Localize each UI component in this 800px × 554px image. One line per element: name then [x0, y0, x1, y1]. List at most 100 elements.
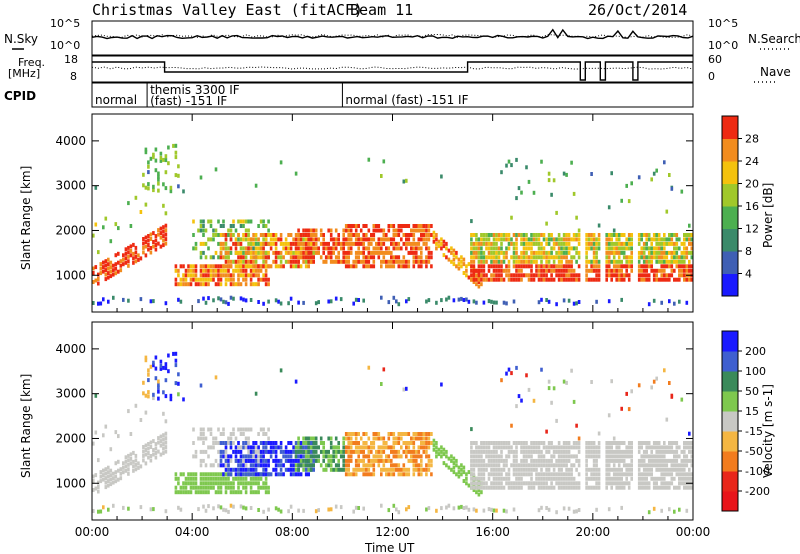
velocity-cell: [269, 441, 273, 445]
power-cell: [289, 233, 293, 237]
power-cell: [199, 175, 203, 180]
velocity-cell: [532, 481, 536, 486]
velocity-cell: [447, 465, 451, 470]
velocity-cell: [527, 467, 531, 472]
velocity-cell: [530, 481, 533, 486]
power-cell: [620, 264, 623, 269]
power-cell: [329, 259, 333, 264]
velocity-cell: [139, 505, 143, 510]
velocity-cell: [362, 506, 365, 511]
velocity-cell: [537, 458, 541, 463]
power-cell: [655, 250, 658, 255]
velocity-cell: [620, 505, 623, 510]
velocity-cell: [525, 472, 528, 477]
velocity-cell: [312, 458, 315, 463]
power-cell: [597, 233, 601, 237]
power-cell: [587, 268, 591, 273]
power-cell: [420, 250, 423, 255]
velocity-cell: [540, 449, 543, 454]
velocity-cell: [362, 441, 365, 445]
power-cell: [485, 241, 488, 246]
velocity-cell: [505, 476, 508, 481]
velocity-cell: [572, 399, 576, 404]
velocity-cell: [482, 458, 486, 463]
velocity-cell: [239, 445, 243, 450]
power-cell: [147, 238, 150, 243]
power-cell: [367, 241, 371, 246]
power-cell: [668, 273, 671, 278]
power-cell: [567, 250, 571, 255]
power-cell: [637, 241, 641, 246]
velocity-cell: [642, 463, 646, 468]
power-cell: [294, 241, 298, 246]
power-cell: [520, 241, 523, 246]
power-cell: [690, 233, 694, 237]
power-cell: [522, 273, 526, 278]
velocity-cell: [159, 439, 163, 444]
velocity-cell: [159, 434, 163, 439]
velocity-cell: [242, 472, 245, 477]
power-cell: [247, 246, 250, 251]
velocity-cell: [264, 445, 268, 450]
velocity-cell: [545, 476, 548, 481]
velocity-cell: [284, 458, 288, 463]
power-cell: [194, 282, 198, 287]
colorbar-swatch: [722, 172, 738, 184]
power-cell: [395, 299, 398, 304]
velocity-cell: [252, 490, 255, 495]
velocity-cell: [525, 449, 528, 454]
velocity-cell: [435, 449, 438, 454]
velocity-cell: [395, 454, 398, 459]
power-cell: [224, 300, 228, 305]
power-cell: [217, 282, 220, 287]
velocity-cell: [452, 461, 456, 466]
power-cell: [555, 268, 558, 273]
velocity-cell: [387, 472, 391, 477]
velocity-cell: [562, 379, 566, 384]
velocity-cell: [279, 472, 283, 477]
power-cell: [417, 237, 421, 242]
velocity-cell: [365, 454, 368, 459]
power-cell: [212, 237, 215, 242]
velocity-cell: [670, 481, 674, 486]
power-cell: [680, 268, 684, 273]
power-cell: [262, 241, 265, 246]
power-cell: [214, 282, 218, 287]
velocity-cell: [267, 463, 270, 468]
velocity-cell: [222, 432, 225, 436]
velocity-cell: [184, 485, 188, 490]
power-cell: [224, 268, 228, 273]
velocity-cell: [252, 467, 255, 472]
velocity-cell: [247, 481, 250, 486]
power-cell: [392, 295, 396, 300]
power-cell: [480, 246, 483, 251]
velocity-cell: [577, 445, 581, 450]
power-cell: [630, 259, 633, 264]
velocity-cell: [254, 472, 258, 477]
velocity-cell: [354, 458, 358, 463]
velocity-cell: [239, 504, 243, 509]
power-cell: [560, 259, 563, 264]
power-cell: [372, 255, 376, 260]
velocity-cell: [147, 368, 150, 373]
power-cell: [673, 246, 676, 251]
velocity-cell: [334, 463, 338, 468]
power-cell: [314, 233, 318, 237]
velocity-cell: [650, 454, 653, 459]
velocity-cell: [342, 458, 345, 463]
power-cell: [472, 277, 476, 282]
power-cell: [277, 299, 280, 304]
velocity-cell: [527, 472, 531, 477]
noise-series: [91, 28, 694, 40]
velocity-cell: [282, 449, 285, 454]
velocity-cell: [207, 454, 210, 459]
power-cell: [192, 219, 195, 224]
velocity-cell: [547, 386, 551, 391]
velocity-cell: [332, 454, 335, 459]
velocity-cell: [405, 445, 408, 450]
velocity-cell: [615, 458, 618, 463]
power-cell: [312, 228, 315, 233]
velocity-cell: [477, 472, 481, 477]
velocity-cell: [617, 441, 621, 445]
power-cell: [515, 233, 518, 237]
